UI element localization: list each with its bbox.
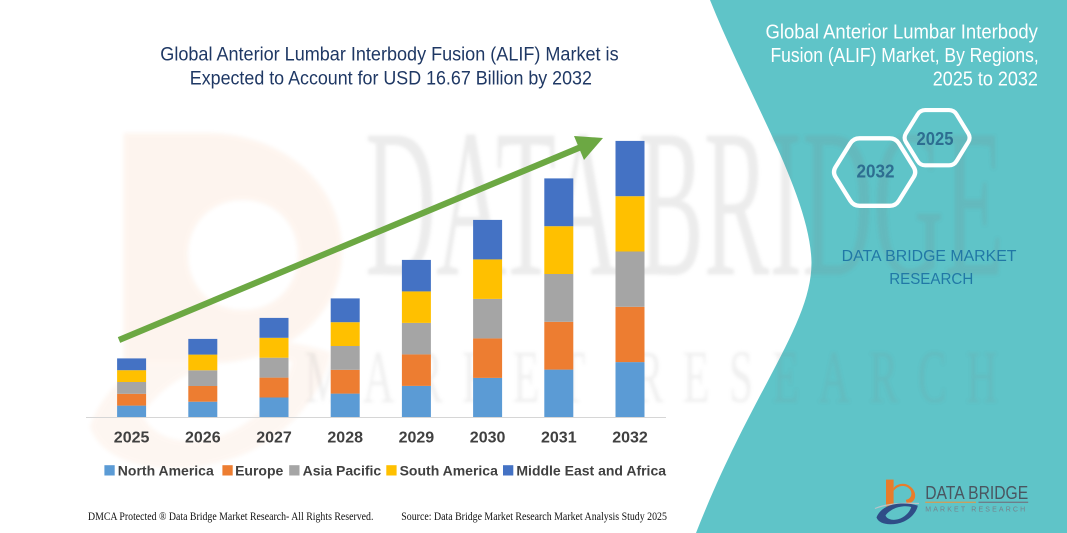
svg-text:2025 to 2032: 2025 to 2032 [933,69,1038,91]
svg-text:Source: Data Bridge Market Res: Source: Data Bridge Market Research Mark… [401,509,667,523]
svg-text:2028: 2028 [327,430,363,447]
svg-text:Europe: Europe [235,463,283,479]
svg-text:DMCA Protected ® Data Bridge M: DMCA Protected ® Data Bridge Market Rese… [88,509,373,523]
svg-text:RESEARCH: RESEARCH [889,271,973,288]
svg-text:South America: South America [400,463,498,479]
svg-text:DATA BRIDGE: DATA BRIDGE [925,483,1028,503]
svg-text:2030: 2030 [470,430,506,447]
svg-text:DATA BRIDGE MARKET: DATA BRIDGE MARKET [842,248,1017,265]
svg-text:2026: 2026 [185,430,221,447]
svg-text:Asia Pacific: Asia Pacific [303,463,382,479]
svg-text:2025: 2025 [114,430,150,447]
svg-text:Global Anterior Lumbar Interbo: Global Anterior Lumbar Interbody [766,22,1038,44]
svg-text:MARKET RESEARCH: MARKET RESEARCH [925,507,1027,514]
svg-text:2027: 2027 [256,430,292,447]
svg-text:Fusion (ALIF) Market, By Regio: Fusion (ALIF) Market, By Regions, [771,45,1039,67]
svg-text:2025: 2025 [917,129,954,149]
svg-text:Global Anterior Lumbar Interbo: Global Anterior Lumbar Interbody Fusion … [160,45,618,66]
svg-text:Middle East and Africa: Middle East and Africa [516,463,666,479]
svg-text:2032: 2032 [857,162,895,182]
svg-text:2029: 2029 [399,430,435,447]
svg-text:2031: 2031 [541,430,577,447]
svg-text:Expected to Account for USD 16: Expected to Account for USD 16.67 Billio… [190,69,592,90]
svg-text:2032: 2032 [612,430,648,447]
svg-text:North America: North America [118,463,214,479]
